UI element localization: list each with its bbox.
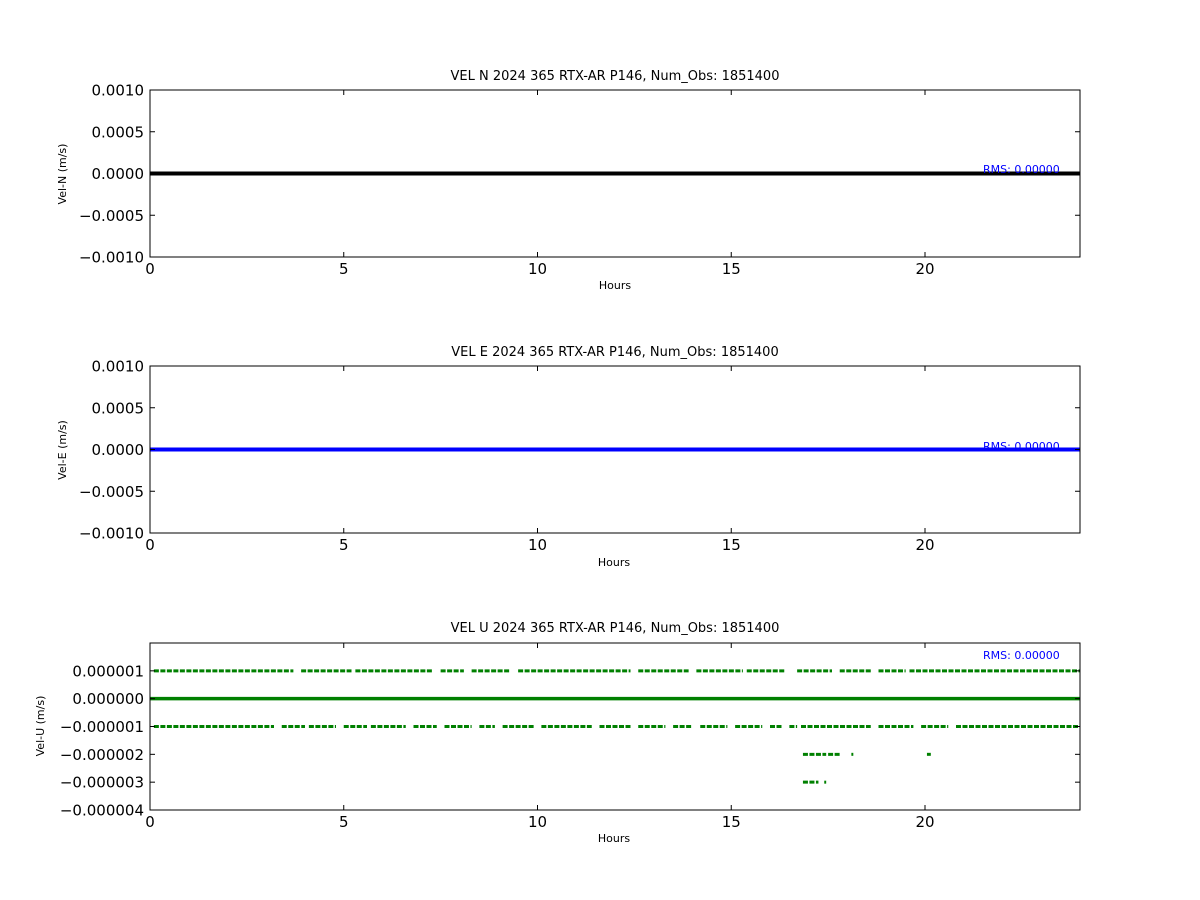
vel-e-y-tick-label: 0.0005 xyxy=(92,399,145,417)
vel-e-y-tick-label: 0.0000 xyxy=(92,441,145,459)
vel-u-y-tick-label: 0.000000 xyxy=(72,690,144,708)
vel-e-y-axis-label: Vel-E (m/s) xyxy=(56,420,69,480)
vel-n-y-axis-label: Vel-N (m/s) xyxy=(56,144,69,205)
vel-e-y-tick-label: −0.0005 xyxy=(79,483,144,501)
vel-u-y-tick-label: −0.000004 xyxy=(60,802,144,820)
vel-u-subplot: VEL U 2024 365 RTX-AR P146, Num_Obs: 185… xyxy=(34,621,1081,845)
vel-u-x-tick-label: 5 xyxy=(339,813,349,831)
vel-n-x-tick-label: 5 xyxy=(339,260,349,278)
vel-u-y-tick-label: −0.000001 xyxy=(60,718,144,736)
vel-n-y-tick-label: 0.0000 xyxy=(92,165,145,183)
vel-u-x-tick-label: 10 xyxy=(528,813,547,831)
vel-e-x-tick-label: 5 xyxy=(339,536,349,554)
vel-e-x-tick-label: 0 xyxy=(145,536,155,554)
vel-u-x-tick-label: 0 xyxy=(145,813,155,831)
vel-n-x-tick-label: 0 xyxy=(145,260,155,278)
vel-n-y-tick-label: 0.0005 xyxy=(92,123,145,141)
vel-e-y-tick-label: 0.0010 xyxy=(92,358,145,376)
vel-n-x-tick-label: 10 xyxy=(528,260,547,278)
vel-n-x-tick-label: 20 xyxy=(915,260,934,278)
vel-e-subplot: VEL E 2024 365 RTX-AR P146, Num_Obs: 185… xyxy=(56,345,1081,569)
vel-u-x-tick-label: 15 xyxy=(722,813,741,831)
vel-u-x-tick-label: 20 xyxy=(915,813,934,831)
vel-n-y-tick-label: −0.0005 xyxy=(79,207,144,225)
vel-n-y-tick-label: −0.0010 xyxy=(79,249,144,267)
vel-u-y-axis-label: Vel-U (m/s) xyxy=(34,696,47,757)
vel-u-y-tick-label: 0.000001 xyxy=(72,662,144,680)
vel-u-rms-annotation: RMS: 0.00000 xyxy=(983,649,1060,662)
vel-u-y-tick-label: −0.000002 xyxy=(60,746,144,764)
vel-n-subplot: VEL N 2024 365 RTX-AR P146, Num_Obs: 185… xyxy=(56,69,1081,292)
vel-u-data xyxy=(150,669,1080,784)
vel-n-y-tick-label: 0.0010 xyxy=(92,82,145,100)
vel-e-x-axis-label: Hours xyxy=(598,556,630,569)
vel-n-rms-annotation: RMS: 0.00000 xyxy=(983,163,1060,176)
vel-e-rms-annotation: RMS: 0.00000 xyxy=(983,440,1060,453)
vel-n-x-axis-label: Hours xyxy=(599,279,631,292)
vel-e-x-tick-label: 20 xyxy=(915,536,934,554)
vel-e-x-tick-label: 10 xyxy=(528,536,547,554)
vel-u-title: VEL U 2024 365 RTX-AR P146, Num_Obs: 185… xyxy=(451,621,780,636)
vel-n-title: VEL N 2024 365 RTX-AR P146, Num_Obs: 185… xyxy=(451,69,780,84)
vel-e-title: VEL E 2024 365 RTX-AR P146, Num_Obs: 185… xyxy=(451,345,778,360)
vel-e-x-tick-label: 15 xyxy=(722,536,741,554)
vel-n-x-tick-label: 15 xyxy=(722,260,741,278)
vel-u-y-tick-label: −0.000003 xyxy=(60,774,144,792)
vel-e-y-tick-label: −0.0010 xyxy=(79,525,144,543)
vel-u-x-axis-label: Hours xyxy=(598,832,630,845)
